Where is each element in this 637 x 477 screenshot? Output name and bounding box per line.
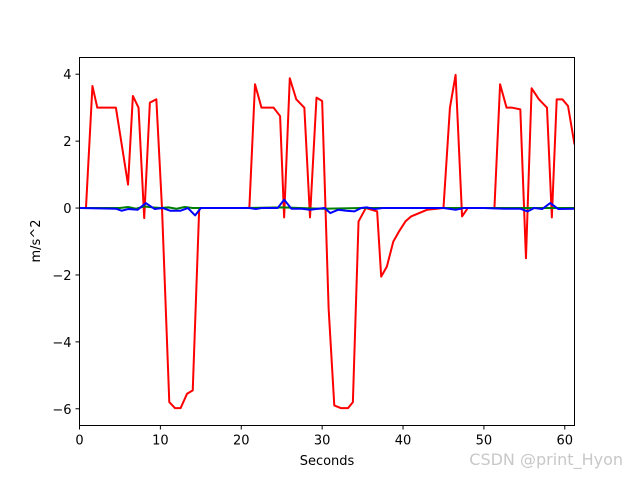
series-line-3 bbox=[79, 198, 575, 217]
y-tick-label: 0 bbox=[63, 202, 71, 217]
y-tick-label: −4 bbox=[52, 336, 71, 351]
y-axis: −6 −4 −2 0 2 4 bbox=[52, 68, 80, 418]
x-tick-label: 40 bbox=[395, 434, 412, 449]
y-tick-label: 4 bbox=[63, 68, 71, 83]
series-line-1 bbox=[84, 73, 575, 410]
plot-frame bbox=[79, 57, 575, 426]
plot-lines bbox=[79, 73, 575, 410]
x-tick-label: 50 bbox=[476, 434, 493, 449]
watermark: CSDN @print_Hyon bbox=[469, 450, 623, 469]
x-tick-label: 20 bbox=[233, 434, 250, 449]
y-tick-label: −6 bbox=[52, 403, 71, 418]
x-tick-label: 0 bbox=[75, 434, 83, 449]
y-axis-label: m/s^2 bbox=[29, 220, 44, 263]
y-tick-label: −2 bbox=[52, 269, 71, 284]
x-axis-label: Seconds bbox=[300, 454, 355, 469]
y-tick-label: 2 bbox=[63, 135, 71, 150]
x-axis: 0 10 20 30 40 50 60 bbox=[75, 425, 574, 449]
x-tick-label: 10 bbox=[152, 434, 169, 449]
x-tick-label: 60 bbox=[557, 434, 574, 449]
x-tick-label: 30 bbox=[314, 434, 331, 449]
